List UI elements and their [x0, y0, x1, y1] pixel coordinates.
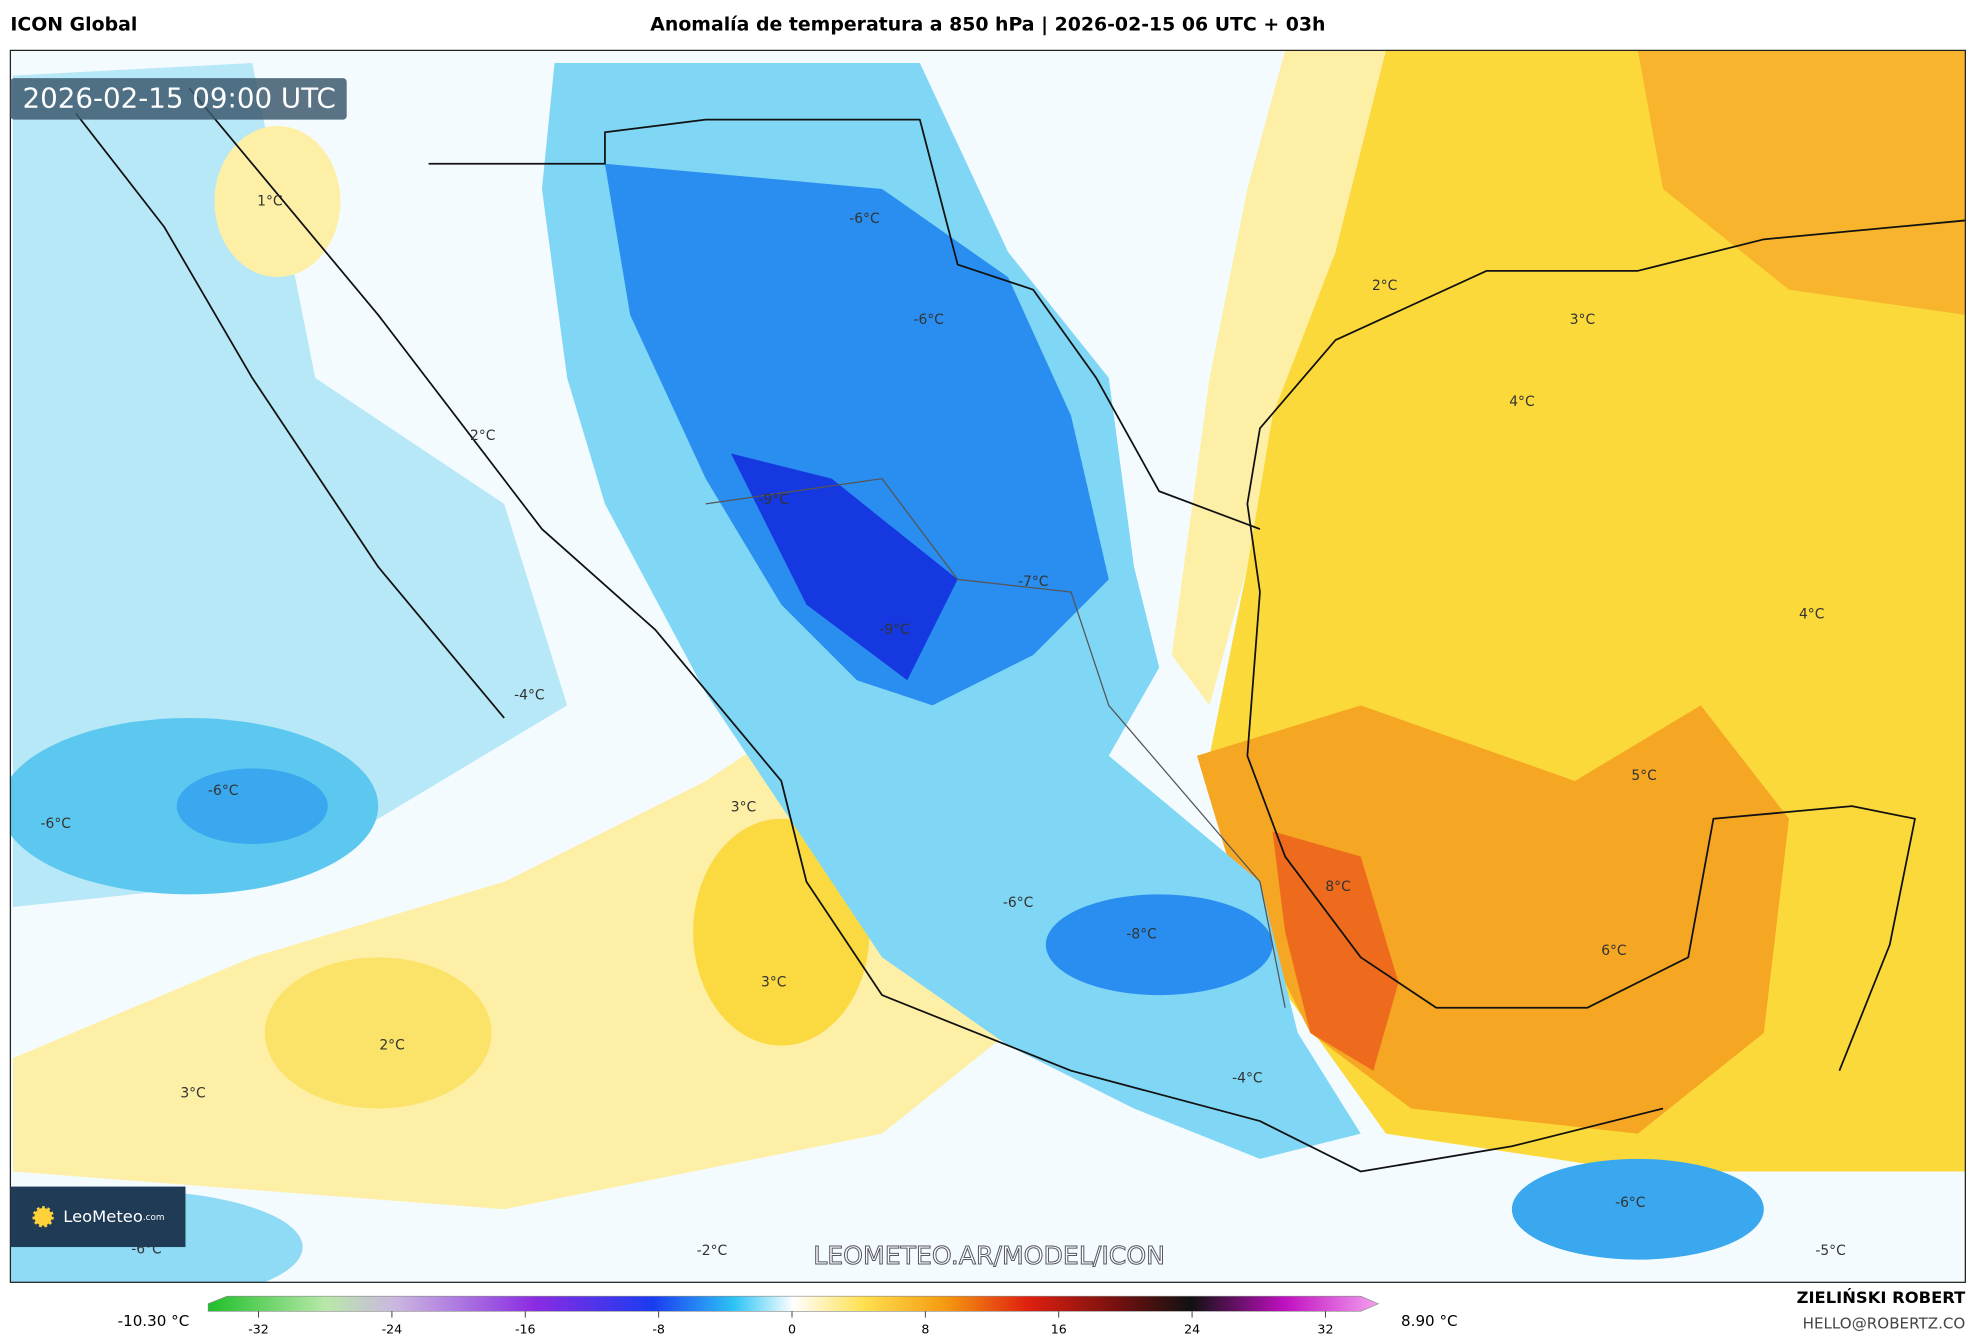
colorbar — [207, 1295, 1380, 1312]
contour-label: -9°C — [759, 492, 789, 508]
warm-area — [1637, 50, 1966, 315]
warm-area — [214, 125, 341, 278]
contour-label: -2°C — [697, 1243, 727, 1259]
colorbar-tick-label: 16 — [1051, 1322, 1067, 1337]
coastline — [1246, 591, 1916, 1072]
watermark: LEOMETEO.AR/MODEL/ICON — [813, 1241, 1165, 1270]
map — [10, 50, 1966, 1283]
state-border — [705, 477, 1286, 1008]
contour-label: 5°C — [1631, 768, 1656, 784]
contour-label: -6°C — [208, 783, 238, 799]
contour-label: -6°C — [1003, 895, 1033, 911]
contour-label: 3°C — [1570, 312, 1595, 328]
colorbar-tick-label: -24 — [382, 1322, 403, 1337]
contour-label: -6°C — [41, 816, 71, 832]
cold-area — [604, 163, 1109, 706]
warm-area — [1171, 50, 1386, 706]
email: HELLO@ROBERTZ.CO — [1803, 1314, 1966, 1332]
coastline — [188, 87, 1664, 1173]
colorbar-ticks: -32 -24 -16 -8 0 8 16 24 32 — [248, 1311, 1333, 1337]
cold-area — [1511, 1158, 1764, 1260]
colorbar-min: -10.30 °C — [118, 1312, 190, 1330]
colorbar-tick-label: -16 — [515, 1322, 536, 1337]
colorbar-max: 8.90 °C — [1401, 1312, 1458, 1330]
border — [428, 118, 1261, 530]
contour-label: -6°C — [1615, 1195, 1645, 1211]
contour-label: -4°C — [514, 687, 544, 703]
colorbar-tick-label: -32 — [248, 1322, 269, 1337]
cold-area — [730, 453, 958, 681]
contour-label: 3°C — [731, 799, 756, 815]
contour-label: -8°C — [1126, 927, 1156, 943]
cool-area — [12, 62, 568, 907]
colorbar-tick-label: 32 — [1317, 1322, 1333, 1337]
warm-area — [693, 818, 870, 1046]
colorbar-tick-label: -8 — [652, 1322, 665, 1337]
time-box — [10, 78, 347, 120]
cold-area — [1045, 894, 1273, 996]
contour-label: -6°C — [913, 312, 943, 328]
contour-label: -5°C — [1815, 1243, 1845, 1259]
contour-label: 2°C — [379, 1038, 404, 1054]
contour-label: 4°C — [1799, 607, 1824, 623]
author: ZIELIŃSKI ROBERT — [1797, 1288, 1967, 1307]
contour-label: 2°C — [1372, 278, 1397, 294]
colorbar-tick-label: 24 — [1184, 1322, 1200, 1337]
coastline — [75, 112, 505, 719]
map-title: Anomalía de temperatura a 850 hPa | 2026… — [650, 14, 1325, 36]
logo-suffix: .com — [143, 1212, 165, 1222]
warm-area — [1272, 831, 1399, 1071]
logo-text: LeoMeteo.com — [63, 1206, 164, 1225]
model-name: ICON Global — [10, 14, 137, 36]
contour-label: 3°C — [761, 975, 786, 991]
contour-label: 6°C — [1601, 943, 1626, 959]
contour-label: 4°C — [1509, 394, 1534, 410]
colorbar-tick-label: 0 — [788, 1322, 796, 1337]
contour-label: -9°C — [879, 622, 909, 638]
logo-sun — [32, 1206, 54, 1228]
contour-label: -7°C — [1018, 574, 1048, 590]
warm-area — [264, 957, 492, 1109]
valid-time: 2026-02-15 09:00 UTC — [22, 82, 335, 115]
contour-label: 2°C — [470, 428, 495, 444]
contour-label: 1°C — [257, 194, 282, 210]
logo-name: LeoMeteo — [63, 1206, 143, 1225]
coastline — [1246, 219, 1966, 593]
contour-label: 3°C — [180, 1085, 205, 1101]
contour-label: -6°C — [849, 211, 879, 227]
contour-label: 8°C — [1325, 879, 1350, 895]
contour-labels: -6°C 1°C -6°C 2°C 3°C 4°C 2°C -9°C -7°C -9°C 4°C -4… — [41, 194, 1846, 1259]
contour-label: -4°C — [1232, 1070, 1262, 1086]
cool-area — [176, 768, 328, 844]
map-frame — [9, 49, 1966, 1283]
colorbar-tick-label: 8 — [921, 1322, 929, 1337]
